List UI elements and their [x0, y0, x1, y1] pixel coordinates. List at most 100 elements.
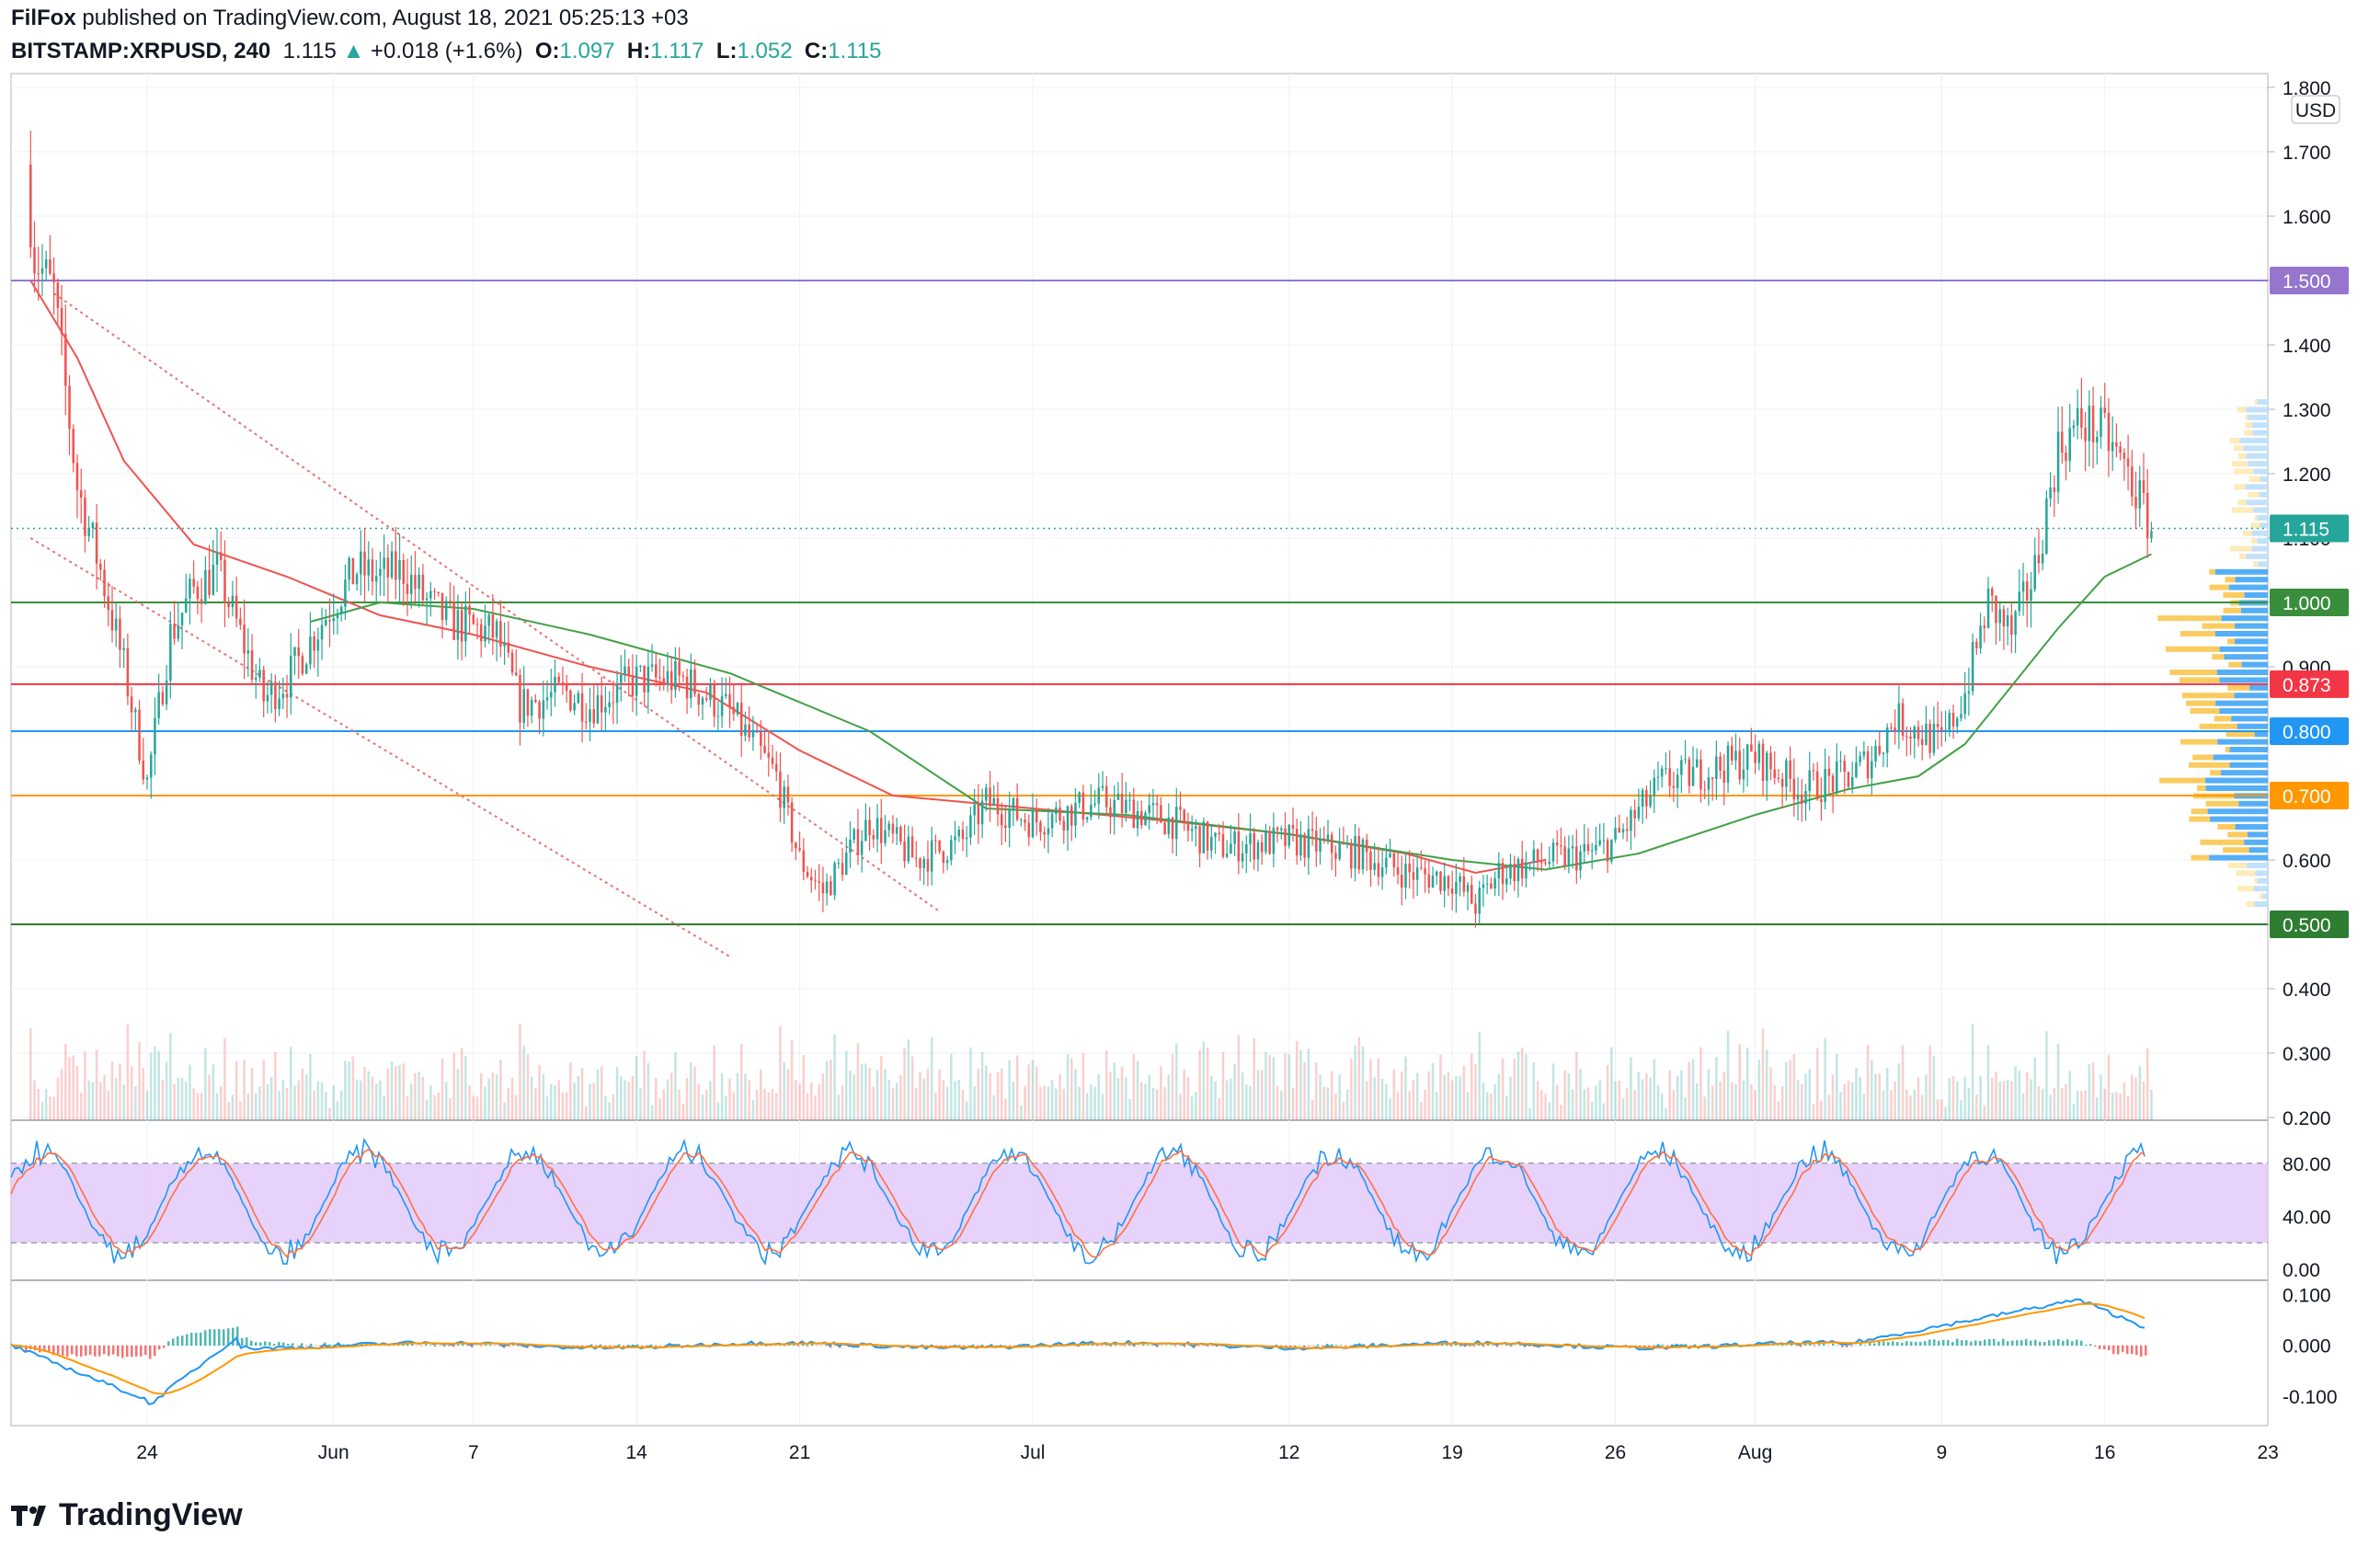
candle-body: [577, 693, 580, 704]
candle: [1435, 870, 1438, 885]
candle: [945, 855, 949, 871]
macd-histogram-bar: [264, 1341, 267, 1346]
volume-bar: [1509, 1076, 1512, 1120]
candle: [1315, 816, 1318, 867]
volume-bar: [2150, 1089, 2153, 1120]
candle-body: [608, 702, 611, 707]
macd-histogram-bar: [135, 1345, 138, 1357]
profile-bar: [2159, 777, 2205, 784]
candle-body: [1466, 885, 1470, 892]
chart-canvas[interactable]: 1.8001.7001.6001.5001.4001.3001.2001.100…: [0, 0, 2380, 1472]
macd-histogram-bar: [1956, 1338, 1959, 1346]
candle: [1218, 823, 1221, 842]
candle: [2142, 453, 2145, 505]
candle: [1528, 862, 1531, 871]
currency-button[interactable]: USD: [2291, 95, 2340, 124]
symbol-name[interactable]: BITSTAMP:XRPUSD, 240: [11, 39, 271, 63]
volume-bar: [1004, 1098, 1007, 1120]
volume-bar: [697, 1083, 701, 1120]
candle: [169, 611, 172, 699]
volume-bar: [433, 1094, 436, 1120]
candle-body: [624, 666, 626, 675]
volume-bar: [693, 1066, 696, 1120]
candle-body: [1532, 849, 1536, 863]
candle-body: [2096, 437, 2099, 443]
candle: [1963, 671, 1966, 720]
volume-bar: [1730, 1082, 1734, 1120]
volume-bar: [1163, 1087, 1166, 1120]
macd-histogram-bar: [1496, 1345, 1499, 1347]
trendlines[interactable]: [29, 292, 941, 957]
candle-body: [1602, 840, 1606, 842]
volume-bar: [783, 1061, 785, 1120]
candle: [2002, 605, 2006, 650]
candle: [1801, 778, 1803, 822]
macd-histogram-bar: [273, 1344, 276, 1346]
candle: [235, 576, 238, 628]
volume-bar: [624, 1080, 626, 1120]
candle-body: [557, 676, 560, 682]
candle-body: [1148, 805, 1150, 813]
candle-body: [1695, 759, 1699, 767]
candle-body: [887, 823, 890, 831]
x-tick-label: Jun: [318, 1442, 349, 1463]
candle: [557, 672, 560, 684]
candle: [2053, 475, 2056, 518]
volume-bar: [456, 1069, 460, 1120]
volume-bar: [313, 1090, 315, 1120]
candle: [809, 868, 813, 893]
candle: [1144, 810, 1147, 826]
profile-bar: [2260, 476, 2268, 482]
candle: [1540, 842, 1543, 872]
candle: [1560, 827, 1562, 855]
candle-body: [1206, 821, 1209, 851]
macd-histogram-bar: [1276, 1345, 1278, 1346]
candle-body: [1520, 858, 1524, 879]
x-tick-label: 26: [1605, 1442, 1626, 1463]
volume-bar: [1284, 1053, 1287, 1120]
volume-bar: [643, 1050, 646, 1120]
candle-body: [1055, 808, 1058, 814]
candle-body: [2030, 589, 2032, 602]
candle-body: [1020, 819, 1023, 821]
profile-bar: [2210, 770, 2221, 776]
horizontal-levels[interactable]: [11, 280, 2268, 925]
candlesticks[interactable]: [29, 131, 2153, 928]
volume-bar: [1871, 1060, 1873, 1120]
candle-body: [1008, 809, 1011, 828]
candle: [1310, 811, 1314, 846]
time-axis[interactable]: 24 Jun 7 14 21 Jul 12 19 26 Aug 9 16 23: [11, 1425, 2279, 1463]
volume-bar: [2041, 1088, 2044, 1120]
volume-bar: [1160, 1066, 1162, 1120]
candle-body: [1901, 703, 1905, 737]
volume-bar: [2096, 1096, 2099, 1120]
volume-bar: [1866, 1045, 1870, 1120]
volume-bar: [1951, 1076, 1955, 1120]
candle-body: [1350, 842, 1353, 869]
volume-bar: [1221, 1052, 1225, 1120]
tradingview-logo[interactable]: TradingView: [11, 1497, 243, 1533]
macd-histogram-bar: [1487, 1344, 1490, 1346]
publisher-name[interactable]: FilFox: [11, 6, 76, 30]
candle: [250, 634, 254, 683]
candle: [1509, 854, 1512, 886]
candle: [425, 591, 429, 625]
candle-body: [1218, 832, 1221, 835]
candle-body: [1742, 769, 1745, 780]
profile-bar: [2260, 522, 2268, 529]
candle: [802, 838, 806, 881]
candle-body: [1804, 790, 1807, 805]
macd-histogram-bar: [126, 1345, 129, 1358]
candle-body: [1925, 723, 1928, 745]
candle: [1998, 602, 2001, 642]
volume-bar: [945, 1086, 949, 1120]
volume-bar: [355, 1079, 359, 1120]
up-arrow-icon: ▲: [342, 39, 365, 63]
candle: [1575, 829, 1578, 884]
candle-body: [154, 717, 156, 755]
profile-bar: [2254, 731, 2268, 738]
candle-body: [530, 699, 533, 716]
candle: [1808, 751, 1812, 811]
candle: [1004, 805, 1007, 842]
macd-histogram-bar: [1492, 1345, 1494, 1346]
